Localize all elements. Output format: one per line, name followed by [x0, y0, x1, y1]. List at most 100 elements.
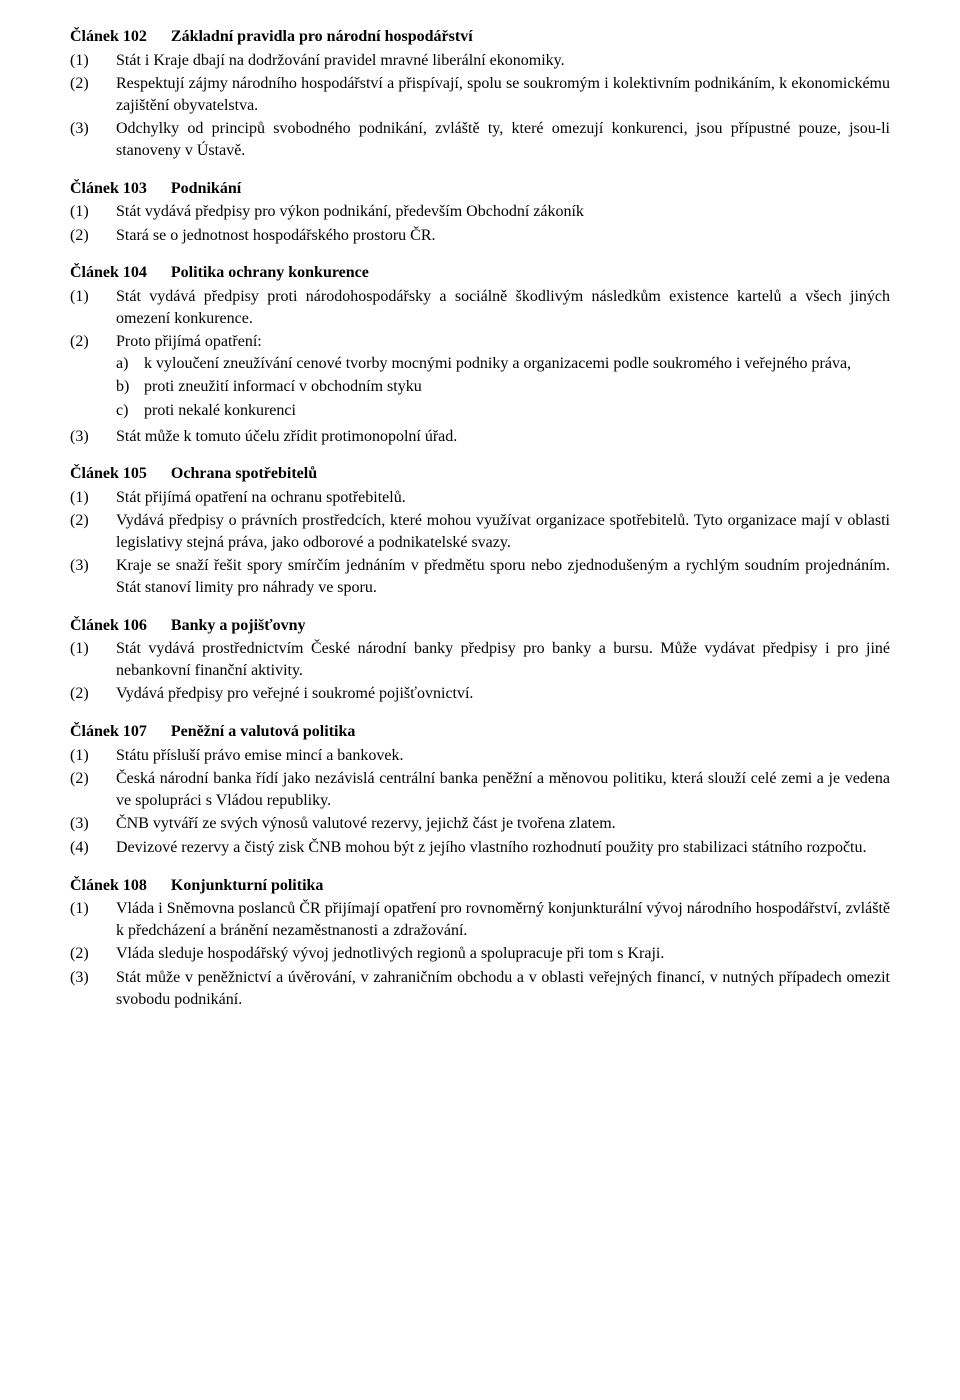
clause-text-wrap: Stát vydává prostřednictvím České národn… — [116, 638, 890, 681]
article-label: Článek 105 — [70, 465, 147, 482]
clause-number: (2) — [70, 683, 116, 705]
subitem-text: proti zneužití informací v obchodním sty… — [144, 376, 890, 398]
article: Článek 108 Konjunkturní politika (1)Vláda … — [70, 875, 890, 1011]
clause: (2)Vydává předpisy pro veřejné i soukrom… — [70, 683, 890, 705]
article-title: Konjunkturní politika — [171, 877, 324, 894]
article: Článek 105 Ochrana spotřebitelů (1)Stát př… — [70, 463, 890, 599]
article-title: Základní pravidla pro národní hospodářst… — [171, 28, 473, 45]
clause-number: (1) — [70, 201, 116, 223]
clause: (1)Stát vydává předpisy pro výkon podnik… — [70, 201, 890, 223]
clause: (2)Proto přijímá opatření:a)k vyloučení … — [70, 331, 890, 423]
article-title: Podnikání — [171, 180, 241, 197]
article-heading: Článek 106 Banky a pojišťovny — [70, 615, 890, 637]
clause-text-wrap: Stát může v peněžnictví a úvěrování, v z… — [116, 967, 890, 1010]
article-heading: Článek 103 Podnikání — [70, 178, 890, 200]
article: Článek 103 Podnikání (1)Stát vydává předpi… — [70, 178, 890, 247]
clause-text: ČNB vytváří ze svých výnosů valutové rez… — [116, 813, 890, 835]
clause-text: Vydává předpisy o právních prostředcích,… — [116, 510, 890, 553]
clause-text-wrap: Respektují zájmy národního hospodářství … — [116, 73, 890, 116]
clause-number: (3) — [70, 426, 116, 448]
clause: (3)Kraje se snaží řešit spory smírčím je… — [70, 555, 890, 598]
clause: (3)Odchylky od principů svobodného podni… — [70, 118, 890, 161]
clause-text-wrap: Stát i Kraje dbají na dodržování pravide… — [116, 50, 890, 72]
clause-text: Stát vydává předpisy pro výkon podnikání… — [116, 201, 890, 223]
clause-number: (2) — [70, 768, 116, 811]
clause-text-wrap: Stát vydává předpisy pro výkon podnikání… — [116, 201, 890, 223]
clause-number: (4) — [70, 837, 116, 859]
clause: (1)Stát vydává předpisy proti národohosp… — [70, 286, 890, 329]
subitem-mark: a) — [116, 353, 144, 375]
article-heading: Článek 107 Peněžní a valutová politika — [70, 721, 890, 743]
clause-text: Státu přísluší právo emise mincí a banko… — [116, 745, 890, 767]
clause-text: Stát přijímá opatření na ochranu spotřeb… — [116, 487, 890, 509]
clause-text: Česká národní banka řídí jako nezávislá … — [116, 768, 890, 811]
clause-text-wrap: Stát přijímá opatření na ochranu spotřeb… — [116, 487, 890, 509]
clause-number: (2) — [70, 225, 116, 247]
clause: (3)Stát může v peněžnictví a úvěrování, … — [70, 967, 890, 1010]
clause-number: (2) — [70, 510, 116, 553]
article-label: Článek 103 — [70, 180, 147, 197]
subitem: b)proti zneužití informací v obchodním s… — [116, 376, 890, 398]
article-heading: Článek 108 Konjunkturní politika — [70, 875, 890, 897]
clause-text: Stát může k tomuto účelu zřídit protimon… — [116, 426, 890, 448]
article-label: Článek 108 — [70, 877, 147, 894]
clause: (3)ČNB vytváří ze svých výnosů valutové … — [70, 813, 890, 835]
clause: (1)Vláda i Sněmovna poslanců ČR přijímaj… — [70, 898, 890, 941]
clause-text-wrap: Stará se o jednotnost hospodářského pros… — [116, 225, 890, 247]
article: Článek 102 Základní pravidla pro národní … — [70, 26, 890, 162]
article-heading: Článek 105 Ochrana spotřebitelů — [70, 463, 890, 485]
clause: (2)Česká národní banka řídí jako nezávis… — [70, 768, 890, 811]
clause-number: (1) — [70, 286, 116, 329]
article-title: Politika ochrany konkurence — [171, 264, 369, 281]
clause-number: (2) — [70, 73, 116, 116]
clause-text-wrap: Vláda i Sněmovna poslanců ČR přijímají o… — [116, 898, 890, 941]
clause-number: (1) — [70, 487, 116, 509]
clause-text: Vydává předpisy pro veřejné i soukromé p… — [116, 683, 890, 705]
article-title: Banky a pojišťovny — [171, 617, 306, 634]
clause-text-wrap: Česká národní banka řídí jako nezávislá … — [116, 768, 890, 811]
clause-text: Vláda i Sněmovna poslanců ČR přijímají o… — [116, 898, 890, 941]
clause: (1)Státu přísluší právo emise mincí a ba… — [70, 745, 890, 767]
subitem-text: proti nekalé konkurenci — [144, 400, 890, 422]
clause-text: Stát i Kraje dbají na dodržování pravide… — [116, 50, 890, 72]
article-title: Ochrana spotřebitelů — [171, 465, 317, 482]
clause-text-wrap: Odchylky od principů svobodného podnikán… — [116, 118, 890, 161]
clause-number: (1) — [70, 638, 116, 681]
clause-text-wrap: Vydává předpisy pro veřejné i soukromé p… — [116, 683, 890, 705]
clause-number: (3) — [70, 967, 116, 1010]
subitem-mark: b) — [116, 376, 144, 398]
clause-text-wrap: Vydává předpisy o právních prostředcích,… — [116, 510, 890, 553]
article-label: Článek 107 — [70, 723, 147, 740]
clause: (2)Respektují zájmy národního hospodářst… — [70, 73, 890, 116]
clause: (2)Stará se o jednotnost hospodářského p… — [70, 225, 890, 247]
article-title: Peněžní a valutová politika — [171, 723, 355, 740]
clause-text-wrap: Státu přísluší právo emise mincí a banko… — [116, 745, 890, 767]
clause-number: (3) — [70, 555, 116, 598]
clause-text: Stát vydává předpisy proti národohospodá… — [116, 286, 890, 329]
clause: (3)Stát může k tomuto účelu zřídit proti… — [70, 426, 890, 448]
clause-text-wrap: Stát vydává předpisy proti národohospodá… — [116, 286, 890, 329]
article: Článek 104 Politika ochrany konkurence (1)… — [70, 262, 890, 447]
clause-text-wrap: Stát může k tomuto účelu zřídit protimon… — [116, 426, 890, 448]
clause-text-wrap: ČNB vytváří ze svých výnosů valutové rez… — [116, 813, 890, 835]
clause-number: (1) — [70, 745, 116, 767]
clause-text: Stará se o jednotnost hospodářského pros… — [116, 225, 890, 247]
article: Článek 107 Peněžní a valutová politika (1)… — [70, 721, 890, 859]
clause-text: Odchylky od principů svobodného podnikán… — [116, 118, 890, 161]
clause: (4)Devizové rezervy a čistý zisk ČNB moh… — [70, 837, 890, 859]
clause-number: (3) — [70, 813, 116, 835]
clause-text: Stát vydává prostřednictvím České národn… — [116, 638, 890, 681]
article: Článek 106 Banky a pojišťovny (1)Stát vydá… — [70, 615, 890, 705]
article-label: Článek 104 — [70, 264, 147, 281]
article-heading: Článek 104 Politika ochrany konkurence — [70, 262, 890, 284]
article-heading: Článek 102 Základní pravidla pro národní … — [70, 26, 890, 48]
clause-text: Vláda sleduje hospodářský vývoj jednotli… — [116, 943, 890, 965]
clause-text: Kraje se snaží řešit spory smírčím jedná… — [116, 555, 890, 598]
article-label: Článek 102 — [70, 28, 147, 45]
clause-text-wrap: Devizové rezervy a čistý zisk ČNB mohou … — [116, 837, 890, 859]
article-label: Článek 106 — [70, 617, 147, 634]
clause-text: Respektují zájmy národního hospodářství … — [116, 73, 890, 116]
clause-text: Proto přijímá opatření: — [116, 331, 890, 353]
clause: (1)Stát vydává prostřednictvím České nár… — [70, 638, 890, 681]
subitem: a)k vyloučení zneužívání cenové tvorby m… — [116, 353, 890, 375]
